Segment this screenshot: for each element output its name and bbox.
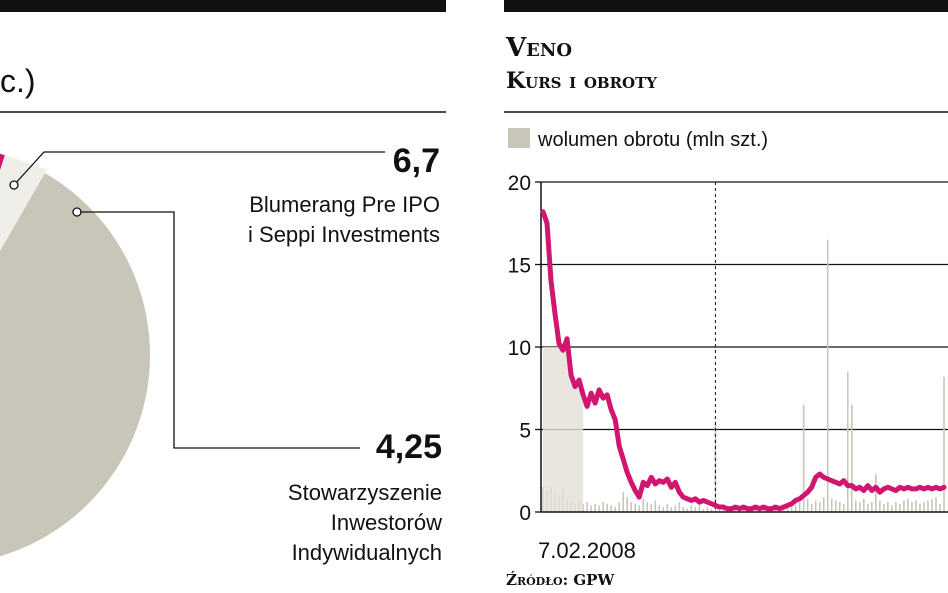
x-tick-label-start: 7.02.2008 — [538, 538, 636, 563]
value-stowarzyszenie: 4,25 — [376, 428, 442, 466]
y-tick-label-10: 10 — [508, 337, 531, 360]
line-chart: 0 5 10 15 20 — [508, 172, 948, 525]
label-blumerang: 6,7 Blumerang Pre IPO i Seppi Investment… — [9, 142, 440, 247]
y-tick-label-20: 20 — [508, 172, 531, 195]
legend-swatch-volume — [508, 128, 530, 148]
pie-slice-blumerang — [0, 153, 5, 171]
chart-subtitle: Kurs i obroty — [506, 68, 657, 94]
value-blumerang: 6,7 — [393, 142, 440, 180]
left-panel: c.) 6,7 Blumerang Pre IPO i Seppi Invest… — [0, 63, 446, 565]
leader-dot-blumerang — [9, 180, 19, 190]
leader-line-stowarzyszenie — [77, 211, 360, 449]
right-panel: Veno Kurs i obroty wolumen obrotu (mln s… — [504, 33, 948, 589]
volume-area — [543, 347, 584, 512]
y-tick-label-5: 5 — [519, 420, 531, 443]
leader-dot-stowarzyszenie — [72, 207, 82, 217]
label-blumerang-line-2: i Seppi Investments — [248, 222, 440, 247]
label-stowarzyszenie-line-2: Inwestorów — [331, 510, 442, 535]
source-note: Źródło: GPW — [506, 571, 615, 589]
pie-base-disc — [0, 153, 150, 557]
legend: wolumen obrotu (mln szt.) — [508, 128, 768, 151]
y-tick-label-0: 0 — [519, 502, 531, 525]
label-stowarzyszenie: 4,25 Stowarzyszenie Inwestorów Indywidua… — [72, 207, 442, 565]
label-stowarzyszenie-line-1: Stowarzyszenie — [288, 480, 442, 505]
pie-slice-gap — [0, 155, 47, 252]
label-stowarzyszenie-line-3: Indywidualnych — [292, 540, 442, 565]
left-title-fragment: c.) — [0, 63, 36, 99]
price-line — [540, 209, 947, 512]
legend-label-volume: wolumen obrotu (mln szt.) — [537, 129, 768, 151]
label-blumerang-line-1: Blumerang Pre IPO — [249, 192, 440, 217]
right-header-bar — [504, 0, 948, 12]
y-tick-label-15: 15 — [508, 255, 531, 278]
pie-chart — [0, 153, 150, 557]
leader-line-blumerang — [13, 151, 385, 186]
left-header-bar — [0, 0, 446, 12]
chart-title: Veno — [505, 33, 572, 63]
